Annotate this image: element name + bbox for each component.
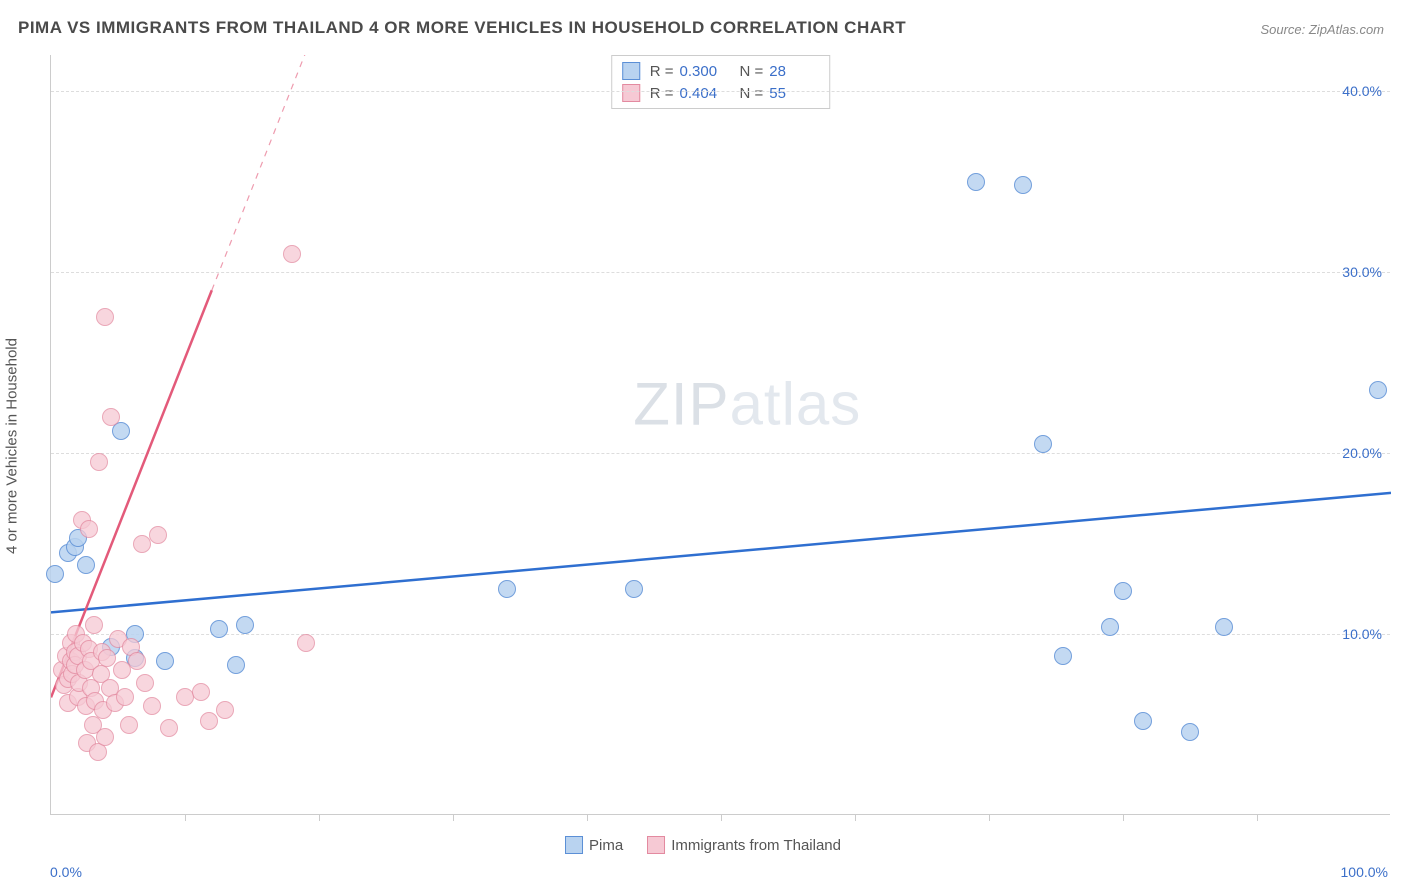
trend-lines xyxy=(51,55,1391,815)
data-point xyxy=(133,535,151,553)
data-point xyxy=(1014,176,1032,194)
swatch-pima xyxy=(622,62,640,80)
x-tick-mark xyxy=(989,815,990,821)
data-point xyxy=(136,674,154,692)
chart-title: PIMA VS IMMIGRANTS FROM THAILAND 4 OR MO… xyxy=(18,18,906,38)
legend-item-thailand: Immigrants from Thailand xyxy=(647,836,841,854)
data-point xyxy=(156,652,174,670)
data-point xyxy=(160,719,178,737)
data-point xyxy=(200,712,218,730)
stats-legend: R = 0.300 N = 28 R = 0.404 N = 55 xyxy=(611,55,831,109)
data-point xyxy=(498,580,516,598)
x-tick-mark xyxy=(721,815,722,821)
legend-label-pima: Pima xyxy=(589,837,623,854)
r-value-thailand: 0.404 xyxy=(680,85,730,102)
scatter-plot-area: ZIPatlas R = 0.300 N = 28 R = 0.404 N = … xyxy=(50,55,1390,815)
data-point xyxy=(77,556,95,574)
gridline-horizontal xyxy=(51,453,1390,454)
bottom-legend: Pima Immigrants from Thailand xyxy=(565,836,841,854)
swatch-pima xyxy=(565,836,583,854)
x-tick-mark xyxy=(1257,815,1258,821)
x-tick-mark xyxy=(185,815,186,821)
y-tick-label: 20.0% xyxy=(1342,445,1382,461)
data-point xyxy=(90,453,108,471)
data-point xyxy=(1034,435,1052,453)
n-value-pima: 28 xyxy=(769,63,819,80)
swatch-thailand xyxy=(647,836,665,854)
data-point xyxy=(297,634,315,652)
r-value-pima: 0.300 xyxy=(680,63,730,80)
watermark: ZIPatlas xyxy=(633,370,861,439)
source-attribution: Source: ZipAtlas.com xyxy=(1260,22,1384,37)
data-point xyxy=(96,728,114,746)
data-point xyxy=(149,526,167,544)
y-tick-label: 30.0% xyxy=(1342,264,1382,280)
x-tick-mark xyxy=(1123,815,1124,821)
y-tick-label: 10.0% xyxy=(1342,626,1382,642)
n-label: N = xyxy=(740,85,764,102)
data-point xyxy=(625,580,643,598)
data-point xyxy=(1054,647,1072,665)
x-tick-mark xyxy=(453,815,454,821)
data-point xyxy=(85,616,103,634)
data-point xyxy=(96,308,114,326)
stats-row-thailand: R = 0.404 N = 55 xyxy=(622,82,820,104)
x-tick-mark xyxy=(855,815,856,821)
x-axis-max-label: 100.0% xyxy=(1341,864,1388,880)
data-point xyxy=(1134,712,1152,730)
data-point xyxy=(1114,582,1132,600)
data-point xyxy=(192,683,210,701)
gridline-horizontal xyxy=(51,272,1390,273)
data-point xyxy=(210,620,228,638)
n-label: N = xyxy=(740,63,764,80)
data-point xyxy=(143,697,161,715)
data-point xyxy=(967,173,985,191)
watermark-bold: ZIP xyxy=(633,371,729,438)
x-axis-min-label: 0.0% xyxy=(50,864,82,880)
data-point xyxy=(98,649,116,667)
data-point xyxy=(283,245,301,263)
data-point xyxy=(1215,618,1233,636)
data-point xyxy=(102,408,120,426)
data-point xyxy=(1369,381,1387,399)
gridline-horizontal xyxy=(51,91,1390,92)
y-axis-label: 4 or more Vehicles in Household xyxy=(4,338,21,554)
data-point xyxy=(120,716,138,734)
data-point xyxy=(216,701,234,719)
r-label: R = xyxy=(650,85,674,102)
n-value-thailand: 55 xyxy=(769,85,819,102)
x-tick-mark xyxy=(587,815,588,821)
watermark-light: atlas xyxy=(730,371,862,438)
data-point xyxy=(116,688,134,706)
gridline-horizontal xyxy=(51,634,1390,635)
data-point xyxy=(46,565,64,583)
legend-item-pima: Pima xyxy=(565,836,623,854)
data-point xyxy=(1101,618,1119,636)
swatch-thailand xyxy=(622,84,640,102)
data-point xyxy=(128,652,146,670)
data-point xyxy=(236,616,254,634)
y-tick-label: 40.0% xyxy=(1342,83,1382,99)
data-point xyxy=(80,520,98,538)
data-point xyxy=(1181,723,1199,741)
r-label: R = xyxy=(650,63,674,80)
stats-row-pima: R = 0.300 N = 28 xyxy=(622,60,820,82)
x-tick-mark xyxy=(319,815,320,821)
legend-label-thailand: Immigrants from Thailand xyxy=(671,837,841,854)
data-point xyxy=(227,656,245,674)
